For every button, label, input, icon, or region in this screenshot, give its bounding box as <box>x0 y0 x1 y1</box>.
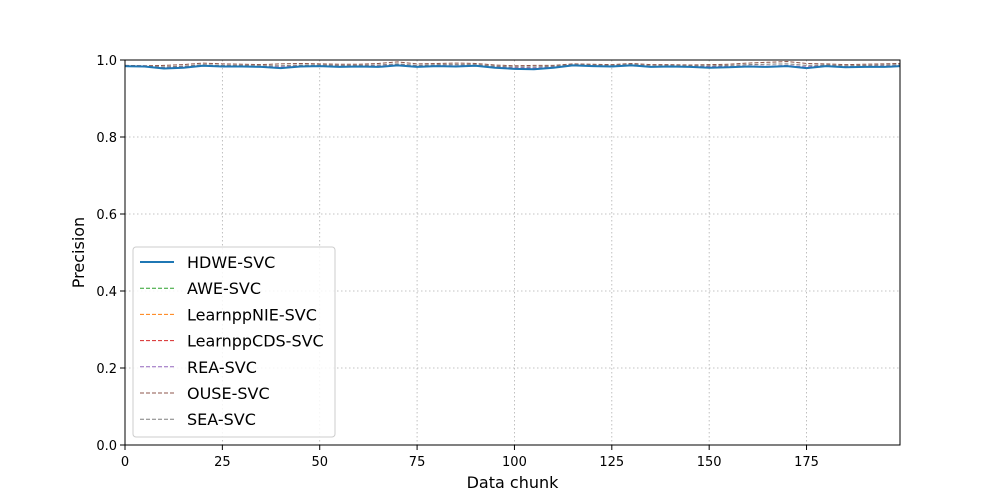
x-tick-label: 125 <box>599 455 624 470</box>
series-lines <box>124 61 901 71</box>
x-tick-label: 75 <box>409 455 426 470</box>
x-tick-label: 50 <box>311 455 328 470</box>
legend-label: AWE-SVC <box>187 279 261 298</box>
y-tick-label: 0.2 <box>96 362 117 377</box>
x-tick-label: 25 <box>214 455 231 470</box>
x-tick-label: 100 <box>502 455 527 470</box>
legend-label: HDWE-SVC <box>187 253 275 272</box>
legend-label: REA-SVC <box>187 358 257 377</box>
legend-label: SEA-SVC <box>187 410 256 429</box>
y-tick-label: 1.0 <box>96 54 117 69</box>
x-axis-ticks: 0 25 50 75 100 125 150 175 <box>121 445 819 470</box>
x-tick-label: 150 <box>697 455 722 470</box>
legend-label: OUSE-SVC <box>187 384 270 403</box>
y-axis-ticks: 0.0 0.2 0.4 0.6 0.8 1.0 <box>96 54 125 454</box>
y-tick-label: 0.4 <box>96 285 117 300</box>
plot-frame <box>124 59 901 446</box>
series-line-ouse-svc <box>124 61 901 67</box>
series-line-hdwe-svc <box>124 64 901 71</box>
y-tick-label: 0.8 <box>96 131 117 146</box>
series-line-sea-svc <box>124 63 901 68</box>
y-tick-label: 0.0 <box>96 439 117 454</box>
y-tick-label: 0.6 <box>96 208 117 223</box>
y-axis-title: Precision <box>69 217 88 288</box>
legend-label: LearnppNIE-SVC <box>187 305 317 324</box>
x-axis-title: Data chunk <box>467 473 560 492</box>
x-tick-label: 0 <box>121 455 129 470</box>
x-tick-label: 175 <box>794 455 819 470</box>
legend-box <box>132 246 336 438</box>
legend-label: LearnppCDS-SVC <box>187 332 324 351</box>
legend-items: HDWE-SVC AWE-SVC LearnppNIE-SVC LearnppCDS-… <box>140 253 324 429</box>
legend: HDWE-SVC AWE-SVC LearnppNIE-SVC LearnppCDS-… <box>132 246 336 438</box>
